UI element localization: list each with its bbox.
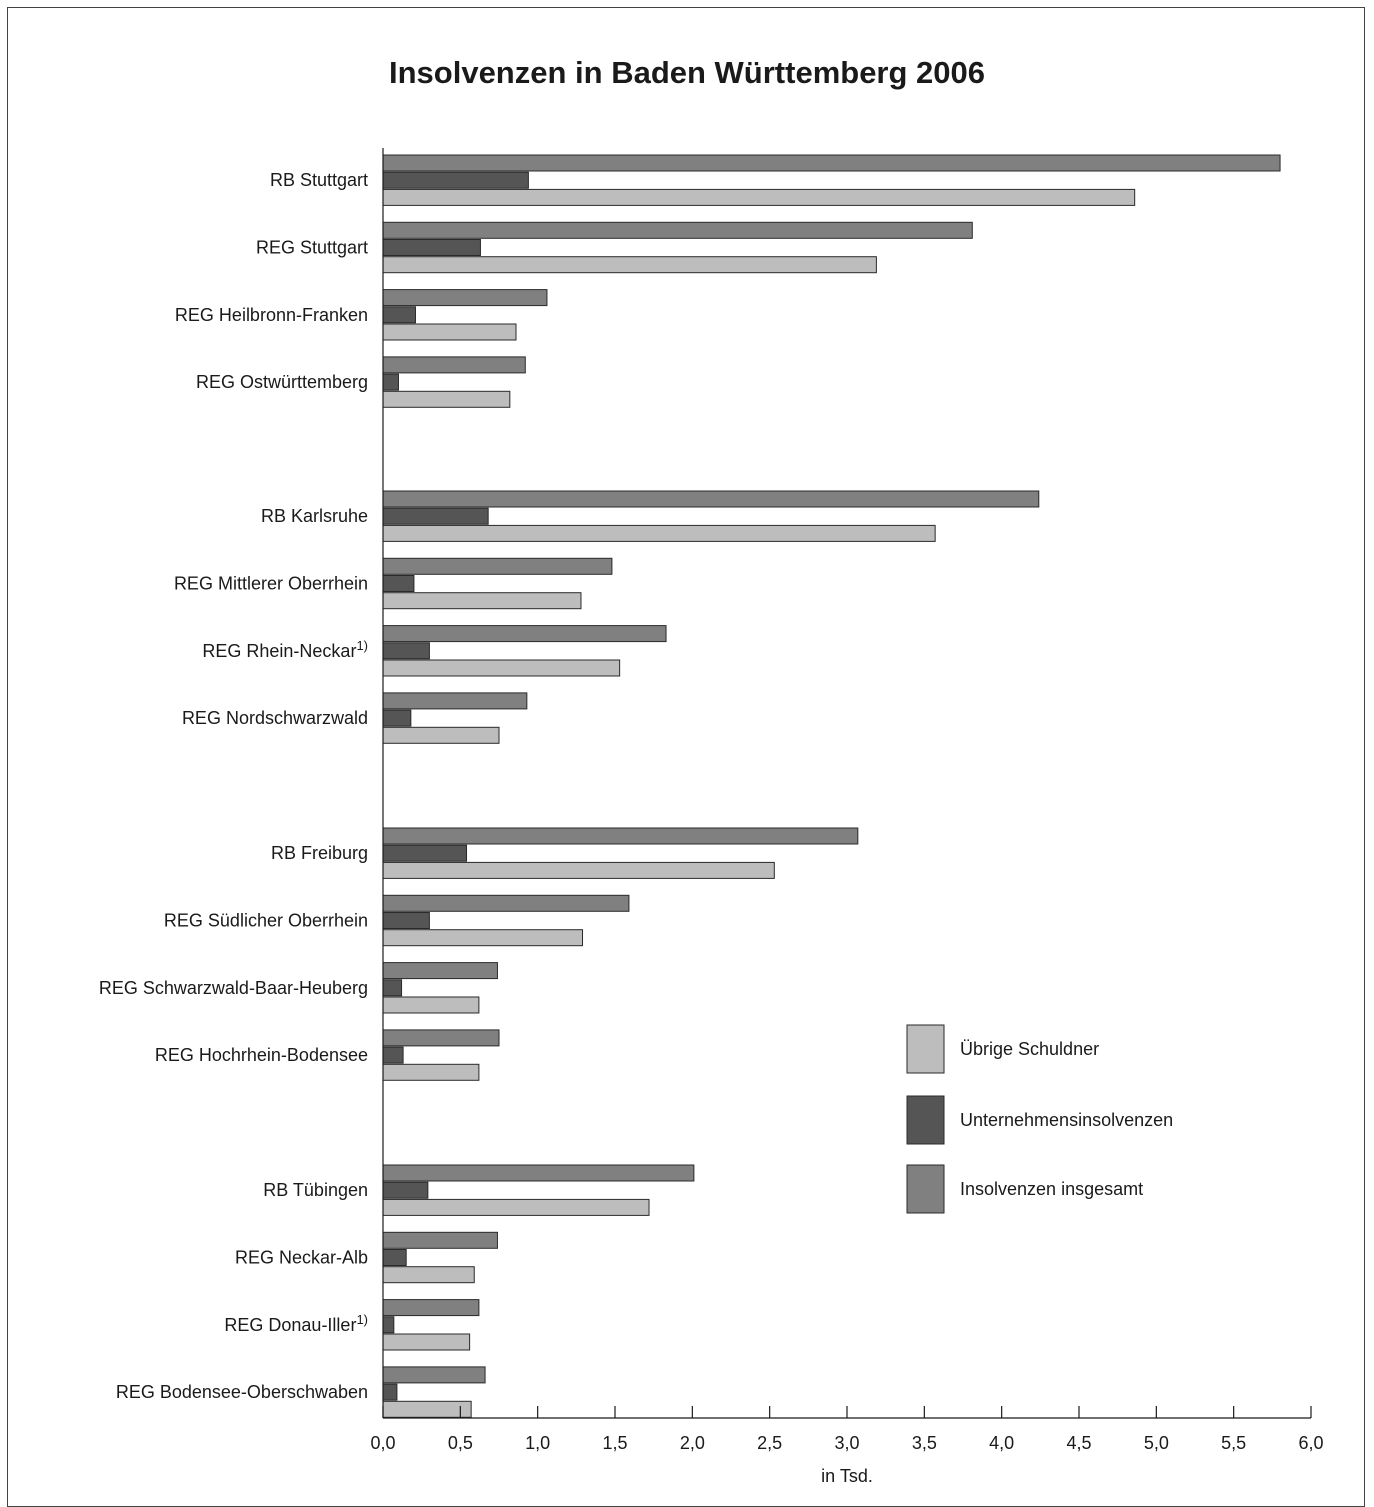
bar-other-9 (382, 929, 584, 947)
category-label: REG Mittlerer Oberrhein (174, 574, 368, 594)
x-axis-title: in Tsd. (821, 1466, 873, 1486)
bar-business-10 (382, 979, 403, 997)
bar-business-2 (382, 306, 416, 324)
bar-business-9 (382, 912, 430, 929)
bar-total-0 (382, 154, 1281, 172)
x-tick-label: 0,5 (448, 1433, 473, 1453)
bar-other-7 (382, 726, 500, 744)
chart-title: Insolvenzen in Baden Württemberg 2006 (388, 55, 986, 90)
bars-layer (382, 154, 1281, 1418)
category-label: REG Ostwürttemberg (196, 372, 368, 392)
bar-business-1 (382, 239, 481, 256)
x-tick-label: 5,5 (1221, 1433, 1246, 1453)
legend-label: Insolvenzen insgesamt (960, 1179, 1143, 1199)
category-label: RB Karlsruhe (261, 506, 368, 526)
bar-total-11 (382, 1029, 500, 1047)
bar-business-8 (382, 844, 468, 862)
x-tick-label: 3,0 (834, 1433, 859, 1453)
x-tick-label: 0,0 (370, 1433, 395, 1453)
bar-total-3 (382, 356, 526, 374)
legend-swatch (906, 1024, 945, 1074)
bar-other-15 (382, 1400, 472, 1418)
bar-total-7 (382, 692, 528, 710)
bar-other-8 (382, 861, 775, 879)
category-label: REG Heilbronn-Franken (175, 305, 368, 325)
category-label: REG Hochrhein-Bodensee (155, 1045, 368, 1065)
category-label: RB Tübingen (263, 1180, 368, 1200)
x-tick-label: 1,0 (525, 1433, 550, 1453)
category-label: REG Rhein-Neckar1) (202, 638, 368, 661)
bar-total-5 (382, 557, 613, 575)
category-label: REG Donau-Iller1) (224, 1312, 368, 1335)
bar-other-2 (382, 323, 517, 341)
bar-other-3 (382, 390, 511, 408)
legend-label: Unternehmensinsolvenzen (960, 1110, 1173, 1130)
bar-other-10 (382, 996, 480, 1014)
legend-label: Übrige Schuldner (960, 1039, 1099, 1059)
category-label: RB Stuttgart (270, 170, 368, 190)
bar-other-14 (382, 1333, 471, 1351)
bar-other-13 (382, 1266, 475, 1284)
bar-other-1 (382, 256, 877, 274)
bar-business-0 (382, 171, 529, 189)
bar-business-13 (382, 1249, 407, 1266)
category-label: REG Schwarzwald-Baar-Heuberg (99, 978, 368, 998)
category-label: REG Bodensee-Oberschwaben (116, 1382, 368, 1402)
bar-business-4 (382, 507, 489, 525)
legend: Übrige Schuldner Unternehmensinsolvenzen I… (906, 1024, 1173, 1214)
category-label: REG Nordschwarzwald (182, 708, 368, 728)
bar-total-12 (382, 1164, 695, 1182)
bar-other-0 (382, 188, 1136, 206)
bar-business-12 (382, 1181, 429, 1199)
bar-business-15 (382, 1383, 398, 1401)
bar-total-1 (382, 221, 973, 239)
category-label: REG Stuttgart (256, 238, 368, 258)
x-tick-label: 6,0 (1298, 1433, 1323, 1453)
bar-total-4 (382, 490, 1040, 508)
x-tick-label: 4,5 (1066, 1433, 1091, 1453)
bar-other-11 (382, 1063, 480, 1081)
category-label: REG Neckar-Alb (235, 1248, 368, 1268)
bar-business-3 (382, 373, 399, 391)
x-tick-label: 5,0 (1144, 1433, 1169, 1453)
x-tick-label: 1,5 (602, 1433, 627, 1453)
bar-business-14 (382, 1316, 395, 1334)
bar-other-5 (382, 592, 582, 610)
category-label: REG Südlicher Oberrhein (164, 911, 368, 931)
axes-layer: 0,0 0,5 1,0 1,5 2,0 2,5 3,0 3,5 4,0 4,5 5,0 5,5 6,0 i… (370, 148, 1324, 1486)
bar-total-6 (382, 625, 667, 643)
bar-total-15 (382, 1366, 486, 1384)
bar-other-4 (382, 524, 936, 542)
bar-business-5 (382, 575, 415, 592)
bar-total-8 (382, 827, 859, 845)
category-labels: RB Stuttgart REG Stuttgart REG Heilbronn-F… (99, 170, 368, 1402)
legend-swatch (906, 1164, 945, 1214)
bar-business-11 (382, 1046, 404, 1064)
bar-other-6 (382, 659, 621, 677)
bar-total-2 (382, 289, 548, 307)
bar-total-10 (382, 962, 498, 980)
bar-other-12 (382, 1198, 650, 1216)
bar-total-9 (382, 894, 630, 912)
x-tick-label: 4,0 (989, 1433, 1014, 1453)
x-tick-label: 3,5 (912, 1433, 937, 1453)
bar-business-7 (382, 709, 412, 727)
bar-business-6 (382, 642, 430, 660)
bar-total-14 (382, 1299, 480, 1317)
category-label: RB Freiburg (271, 843, 368, 863)
legend-swatch (906, 1095, 945, 1145)
x-tick-label: 2,5 (757, 1433, 782, 1453)
x-tick-label: 2,0 (680, 1433, 705, 1453)
bar-total-13 (382, 1231, 498, 1249)
